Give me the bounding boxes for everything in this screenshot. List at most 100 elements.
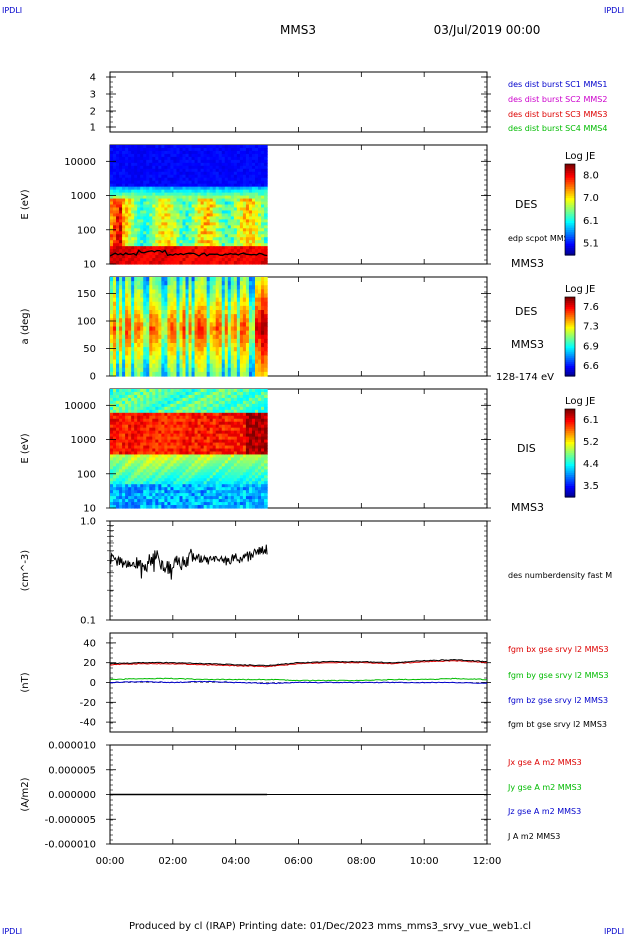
spectrogram-cell (110, 240, 114, 244)
spectrogram-cell (242, 150, 247, 155)
spectrogram-cell (122, 210, 126, 215)
spectrogram-cell (200, 457, 205, 461)
spectrogram-cell (128, 463, 132, 467)
pitch-cell (194, 297, 199, 303)
spectrogram-cell (255, 198, 259, 203)
spectrogram-cell (128, 186, 132, 191)
pitch-cell (155, 359, 159, 365)
spectrogram-cell (143, 418, 147, 423)
spectrogram-cell (173, 445, 178, 450)
spectrogram-cell (194, 222, 199, 226)
spectrogram-cell (164, 499, 168, 503)
spectrogram-cell (119, 445, 123, 450)
plot-title: MMS3 (280, 23, 316, 37)
spectrogram-cell (218, 252, 223, 256)
spectrogram-cell (131, 198, 135, 203)
spectrogram-cell (197, 174, 202, 179)
pitch-cell (203, 305, 208, 311)
spectrogram-cell (134, 168, 138, 173)
spectrogram-cell (140, 153, 144, 158)
spectrogram-cell (131, 493, 135, 497)
spectrogram-cell (131, 484, 135, 488)
pitch-cell (113, 310, 117, 315)
spectrogram-cell (197, 243, 202, 247)
spectrogram-cell (255, 177, 259, 182)
pitch-cell (239, 305, 244, 311)
spectrogram-cell (206, 252, 211, 256)
pitch-cell (182, 314, 187, 319)
spectrogram-cell (209, 249, 214, 253)
spectrogram-cell (167, 177, 172, 182)
spectrogram-cell (149, 448, 153, 453)
spectrogram-cell (264, 183, 268, 188)
spectrogram-cell (255, 159, 259, 164)
pitch-cell (134, 285, 138, 290)
spectrogram-cell (176, 156, 181, 161)
spectrogram-cell (212, 213, 217, 217)
spectrogram-cell (182, 484, 187, 488)
spectrogram-cell (164, 389, 168, 393)
spectrogram-cell (158, 499, 162, 503)
spectrogram-cell (173, 171, 178, 176)
spectrogram-cell (179, 433, 184, 438)
pitch-cell (261, 338, 265, 344)
pitch-cell (191, 310, 196, 315)
spectrogram-cell (158, 448, 162, 453)
spectrogram-cell (164, 430, 168, 435)
spectrogram-cell (122, 192, 126, 197)
spectrogram-cell (137, 180, 141, 185)
pitch-cell (258, 363, 262, 369)
pitch-cell (143, 338, 147, 344)
pitch-cell (251, 310, 256, 315)
pitch-cell (212, 367, 217, 373)
pitch-cell (155, 297, 159, 303)
spectrogram-cell (113, 153, 117, 158)
spectrogram-cell (236, 150, 241, 155)
spectrogram-cell (194, 192, 199, 197)
spectrogram-cell (188, 174, 193, 179)
spectrogram-cell (188, 466, 193, 470)
spectrogram-cell (185, 472, 190, 476)
spectrogram-cell (206, 424, 211, 429)
pitch-cell (255, 355, 259, 361)
spectrogram-cell (113, 499, 117, 503)
spectrogram-cell (200, 481, 205, 485)
spectrogram-cell (116, 246, 120, 250)
spectrogram-cell (131, 409, 135, 414)
spectrogram-cell (146, 487, 150, 491)
spectrogram-cell (125, 174, 129, 179)
spectrogram-cell (113, 243, 117, 247)
spectrogram-cell (122, 165, 126, 170)
spectrogram-cell (131, 469, 135, 473)
spectrogram-cell (197, 204, 202, 209)
spectrogram-cell (245, 153, 250, 158)
spectrogram-cell (140, 451, 144, 456)
spectrogram-cell (140, 156, 144, 161)
pitch-cell (188, 310, 193, 315)
spectrogram-cell (122, 159, 126, 164)
spectrogram-cell (188, 475, 193, 479)
pitch-cell (125, 318, 129, 323)
pitch-cell (209, 371, 214, 377)
pitch-cell (116, 371, 120, 377)
pitch-cell (248, 301, 253, 307)
spectrogram-cell (230, 192, 235, 197)
colorbar-tick-label: 7.6 (583, 302, 599, 313)
spectrogram-cell (152, 231, 156, 235)
pitch-cell (203, 330, 208, 336)
spectrogram-cell (128, 210, 132, 215)
spectrogram-cell (218, 153, 223, 158)
spectrogram-cell (125, 430, 129, 435)
pitch-cell (110, 343, 114, 348)
spectrogram-cell (197, 442, 202, 447)
spectrogram-cell (236, 171, 241, 176)
spectrogram-cell (188, 397, 193, 402)
spectrogram-cell (164, 145, 168, 149)
pitch-cell (215, 305, 220, 311)
pitch-cell (161, 351, 165, 356)
spectrogram-cell (224, 219, 229, 223)
spectrogram-cell (218, 180, 223, 185)
y-tick-label: 100 (77, 225, 96, 236)
spectrogram-cell (200, 162, 205, 167)
spectrogram-cell (203, 231, 208, 235)
